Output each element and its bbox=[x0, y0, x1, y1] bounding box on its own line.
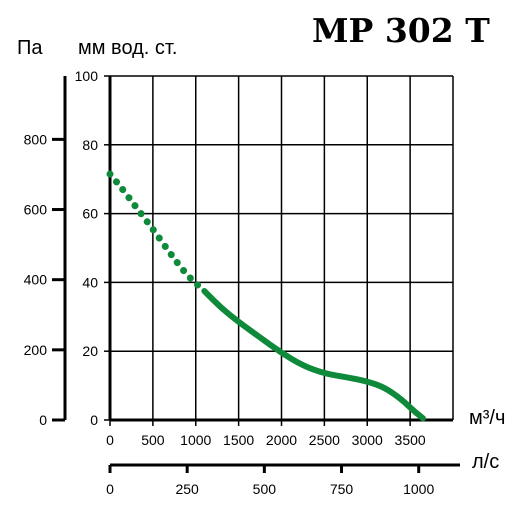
tick-label-m3h: 0 bbox=[106, 432, 114, 448]
tick-label-m3h: 1000 bbox=[180, 432, 211, 448]
tick-label-pa: 600 bbox=[24, 202, 48, 218]
tick-label-m3h: 500 bbox=[141, 432, 165, 448]
pressure-unit-pa: Па bbox=[17, 37, 43, 59]
tick-label-pa: 400 bbox=[24, 272, 48, 288]
tick-label-m3h: 3500 bbox=[395, 432, 426, 448]
tick-label-pa: 200 bbox=[24, 342, 48, 358]
tick-label-m3h: 1500 bbox=[223, 432, 254, 448]
chart-title: MP 302 T bbox=[312, 11, 490, 50]
tick-label-mm: 80 bbox=[82, 137, 98, 153]
tick-label-ls: 750 bbox=[330, 481, 354, 497]
tick-label-m3h: 2000 bbox=[266, 432, 297, 448]
pressure-unit-mm: мм вод. ст. bbox=[78, 37, 177, 59]
flow-unit-ls: л/с bbox=[472, 451, 499, 473]
tick-label-ls: 1000 bbox=[403, 481, 434, 497]
flow-unit-m3h: м³/ч bbox=[469, 407, 505, 429]
tick-label-mm: 0 bbox=[90, 412, 98, 428]
curve-solid-segment bbox=[201, 288, 426, 422]
curve-dotted-segment bbox=[106, 170, 208, 295]
grid bbox=[110, 75, 454, 420]
tick-label-m3h: 3000 bbox=[352, 432, 383, 448]
tick-label-pa: 800 bbox=[24, 131, 48, 147]
tick-label-mm: 60 bbox=[82, 206, 98, 222]
tick-label-mm: 20 bbox=[82, 343, 98, 359]
tick-label-ls: 0 bbox=[106, 481, 114, 497]
tick-label-pa: 0 bbox=[39, 412, 47, 428]
axes bbox=[63, 76, 460, 467]
tick-label-m3h: 2500 bbox=[309, 432, 340, 448]
tick-label-mm: 100 bbox=[75, 68, 99, 84]
tick-label-mm: 40 bbox=[82, 274, 98, 290]
tick-label-ls: 250 bbox=[175, 481, 199, 497]
performance-curve bbox=[106, 170, 426, 422]
tick-label-ls: 500 bbox=[253, 481, 277, 497]
